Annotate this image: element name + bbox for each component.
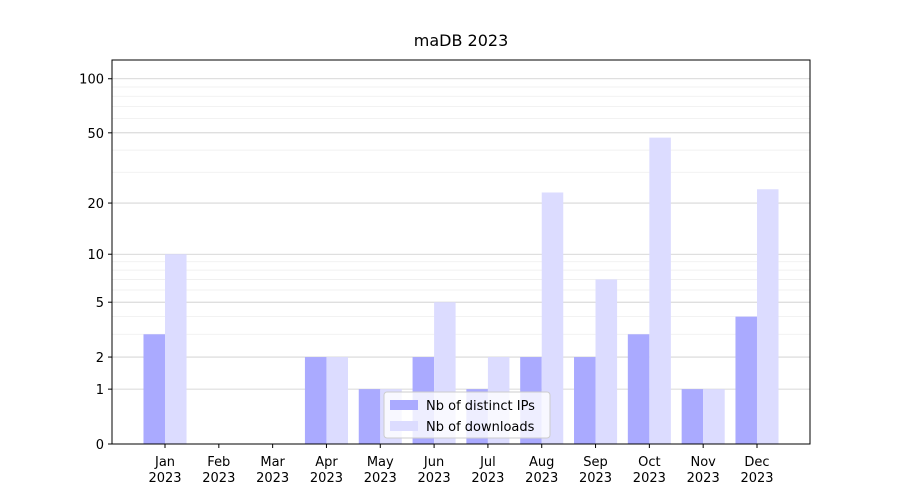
y-tick-label: 20 (87, 197, 104, 212)
x-tick-label: Feb 2023 (202, 455, 235, 486)
x-tick-label: Jun 2023 (418, 455, 451, 486)
x-tick-label: Jan 2023 (148, 455, 181, 486)
bar (326, 357, 348, 444)
y-tick-label: 50 (87, 127, 104, 142)
bar (165, 254, 187, 444)
legend-box (383, 391, 551, 439)
legend-swatch (390, 421, 418, 431)
legend-label: Nb of downloads (426, 420, 535, 435)
y-tick-label: 100 (79, 73, 104, 88)
y-tick-label: 5 (96, 296, 104, 311)
bar (574, 357, 596, 444)
bar (595, 279, 618, 444)
bar (627, 334, 650, 444)
y-tick-label: 1 (96, 383, 104, 398)
bar (358, 389, 381, 444)
x-tick-label: Sep 2023 (579, 455, 612, 486)
bar (143, 334, 166, 444)
x-tick-label: Oct 2023 (633, 455, 666, 486)
y-tick-label: 2 (96, 351, 104, 366)
bar (541, 192, 564, 444)
bar (703, 389, 725, 444)
bar (735, 316, 757, 444)
x-tick-label: Dec 2023 (740, 455, 773, 486)
y-tick-label: 0 (96, 438, 104, 453)
x-tick-label: Mar 2023 (256, 455, 289, 486)
x-tick-label: May 2023 (364, 455, 397, 486)
plot-frame (111, 59, 811, 445)
bar (304, 357, 327, 444)
x-tick-label: Jul 2023 (471, 455, 504, 486)
bar (756, 189, 779, 444)
bar (649, 137, 671, 444)
x-tick-label: Apr 2023 (310, 455, 343, 486)
bar (681, 389, 704, 444)
x-tick-label: Aug 2023 (525, 455, 558, 486)
legend-swatch (390, 400, 418, 410)
x-tick-label: Nov 2023 (687, 455, 720, 486)
chart-title: maDB 2023 (414, 31, 509, 50)
y-tick-label: 10 (87, 248, 104, 263)
legend-label: Nb of distinct IPs (426, 399, 535, 414)
